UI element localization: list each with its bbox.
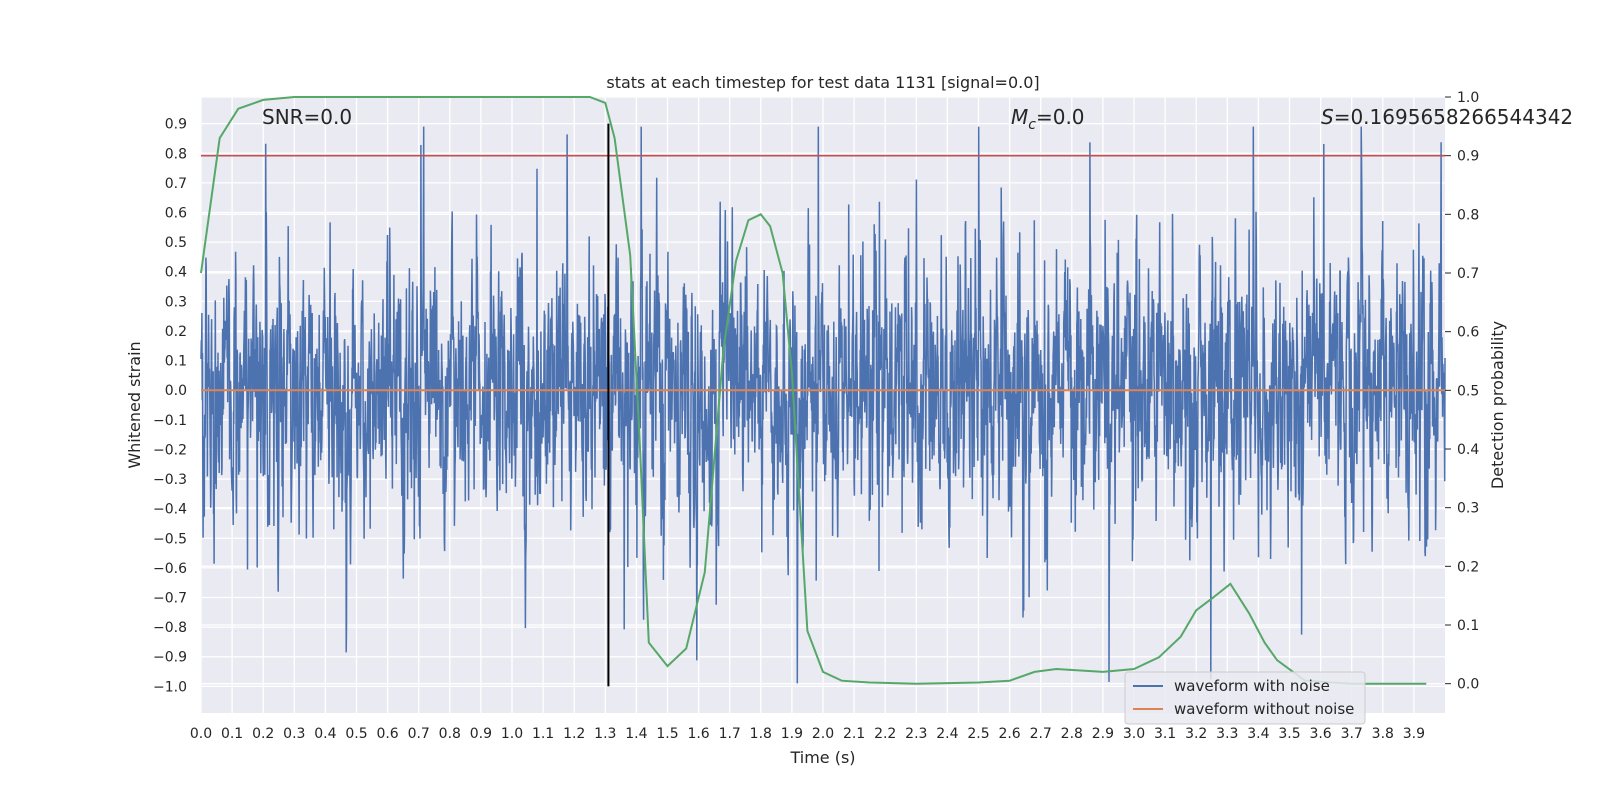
y-left-tick-label: 0.5 (165, 235, 187, 251)
x-tick-label: 1.8 (750, 726, 772, 742)
y-axis-right-label: Detection probability (1488, 321, 1507, 489)
x-tick-label: 2.3 (905, 726, 927, 742)
y-axis-left-ticks: 0.9 0.8 0.7 0.6 0.5 0.4 0.3 0.2 0.1 0.0 −0.1 −0.2 −0… (153, 117, 187, 696)
x-tick-label: 2.8 (1061, 726, 1083, 742)
legend: waveform with noise waveform without noi… (1124, 671, 1366, 725)
x-tick-label: 2.0 (812, 726, 834, 742)
noise-waveform-line (200, 126, 1446, 684)
x-tick-label: 1.6 (687, 726, 709, 742)
x-tick-label: 1.0 (501, 726, 523, 742)
y-left-tick-label: 0.9 (165, 117, 187, 133)
x-tick-label: 0.6 (376, 726, 398, 742)
y-left-tick-label: −0.2 (153, 442, 187, 458)
x-tick-label: 1.7 (719, 726, 741, 742)
x-tick-label: 3.6 (1309, 726, 1331, 742)
chart-title: stats at each timestep for test data 113… (606, 73, 1039, 92)
y-left-tick-label: 0.3 (165, 294, 187, 310)
x-tick-label: 1.4 (625, 726, 647, 742)
y-right-tick-label: 0.1 (1457, 618, 1479, 634)
x-tick-label: 1.9 (781, 726, 803, 742)
y-left-tick-label: −0.5 (153, 531, 187, 547)
x-tick-label: 3.5 (1278, 726, 1300, 742)
y-axis-left-label: Whitened strain (125, 341, 144, 468)
y-left-tick-label: −0.3 (153, 472, 187, 488)
legend-label-without-noise: waveform without noise (1174, 700, 1354, 718)
x-tick-label: 0.2 (252, 726, 274, 742)
x-tick-label: 0.9 (470, 726, 492, 742)
x-tick-label: 3.3 (1216, 726, 1238, 742)
x-tick-label: 3.1 (1154, 726, 1176, 742)
x-tick-label: 0.5 (345, 726, 367, 742)
y-left-tick-label: 0.2 (165, 324, 187, 340)
y-right-tick-label: 0.7 (1457, 266, 1479, 282)
x-tick-label: 0.1 (221, 726, 243, 742)
x-tick-label: 2.9 (1092, 726, 1114, 742)
x-tick-label: 3.8 (1372, 726, 1394, 742)
x-tick-label: 3.4 (1247, 726, 1269, 742)
y-left-tick-label: 0.8 (165, 146, 187, 162)
y-right-tick-label: 0.2 (1457, 559, 1479, 575)
x-tick-label: 2.6 (998, 726, 1020, 742)
y-left-tick-label: −0.1 (153, 413, 187, 429)
x-tick-label: 0.8 (439, 726, 461, 742)
x-tick-label: 2.2 (874, 726, 896, 742)
snr-annotation: SNR=0.0 (262, 105, 352, 129)
x-tick-label: 0.4 (314, 726, 336, 742)
x-tick-label: 2.1 (843, 726, 865, 742)
y-left-tick-label: −0.7 (153, 591, 187, 607)
legend-label-with-noise: waveform with noise (1174, 677, 1330, 695)
chirp-mass-annotation: Mc=0.0 (1011, 105, 1085, 133)
x-tick-label: 1.3 (594, 726, 616, 742)
y-right-tick-label: 0.0 (1457, 677, 1479, 693)
y-left-tick-label: −0.6 (153, 561, 187, 577)
x-tick-label: 0.7 (408, 726, 430, 742)
y-left-tick-label: −0.9 (153, 650, 187, 666)
x-tick-label: 3.0 (1123, 726, 1145, 742)
y-left-tick-label: 0.7 (165, 176, 187, 192)
x-tick-label: 1.1 (532, 726, 554, 742)
y-axis-right-ticks: 1.0 0.9 0.8 0.7 0.6 0.5 0.4 0.3 0.2 0.1 0.0 (1445, 90, 1479, 693)
x-tick-label: 2.4 (936, 726, 958, 742)
series-detection-probability (200, 96, 1427, 685)
x-tick-label: 0.3 (283, 726, 305, 742)
x-tick-label: 2.7 (1030, 726, 1052, 742)
y-right-tick-label: 0.8 (1457, 207, 1479, 223)
x-tick-label: 1.2 (563, 726, 585, 742)
y-left-tick-label: 0.4 (165, 265, 187, 281)
y-right-tick-label: 0.3 (1457, 501, 1479, 517)
y-left-tick-label: 0.1 (165, 354, 187, 370)
y-right-tick-label: 1.0 (1457, 90, 1479, 106)
x-tick-label: 3.7 (1341, 726, 1363, 742)
y-left-tick-label: 0.6 (165, 206, 187, 222)
x-tick-label: 3.9 (1403, 726, 1425, 742)
x-axis-label: Time (s) (789, 748, 855, 767)
x-tick-label: 2.5 (967, 726, 989, 742)
y-left-tick-label: −1.0 (153, 679, 187, 695)
y-right-tick-label: 0.5 (1457, 383, 1479, 399)
y-right-tick-label: 0.6 (1457, 325, 1479, 341)
y-left-tick-label: 0.0 (165, 383, 187, 399)
x-axis-ticks: 0.0 0.1 0.2 0.3 0.4 0.5 0.6 0.7 0.8 0.9 1.0 1.1 1.2 1… (190, 726, 1425, 742)
y-left-tick-label: −0.4 (153, 502, 187, 518)
x-tick-label: 3.2 (1185, 726, 1207, 742)
series-waveform-with-noise (200, 126, 1446, 684)
x-tick-label: 1.5 (656, 726, 678, 742)
y-left-tick-label: −0.8 (153, 620, 187, 636)
x-tick-label: 0.0 (190, 726, 212, 742)
y-right-tick-label: 0.4 (1457, 442, 1479, 458)
y-right-tick-label: 0.9 (1457, 149, 1479, 165)
score-annotation: S=0.1695658266544342 (1321, 105, 1573, 129)
legend-box (1124, 671, 1366, 725)
